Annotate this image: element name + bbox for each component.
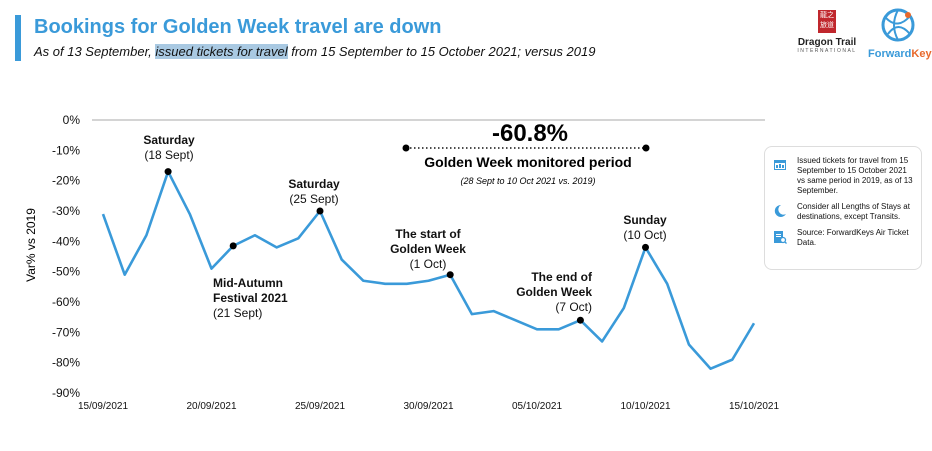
subtitle-text: As of 13 September, xyxy=(34,44,156,59)
forwardkeys-name-a: Forward xyxy=(868,48,912,60)
y-tick-label: -10% xyxy=(52,143,80,157)
bracket-start-dot xyxy=(402,144,410,152)
x-tick-label: 25/09/2021 xyxy=(295,401,345,412)
y-tick-label: 0% xyxy=(63,113,81,127)
annotation-date: (18 Sept) xyxy=(144,148,194,162)
x-tick-label: 15/10/2021 xyxy=(729,401,779,412)
legend-item-tickets: Issued tickets for travel from 15 Septem… xyxy=(773,156,915,196)
calendar-icon xyxy=(773,156,789,196)
y-tick-label: -20% xyxy=(52,174,80,188)
legend-item-source: Source: ForwardKeys Air Ticket Data. xyxy=(773,228,915,248)
data-point xyxy=(446,271,454,279)
annotation-title: Saturday xyxy=(288,177,340,191)
golden-week-period-label: Golden Week monitored period xyxy=(424,154,632,170)
globe-icon xyxy=(881,8,915,42)
annotation-date: (25 Sept) xyxy=(289,192,339,206)
y-tick-label: -80% xyxy=(52,356,80,370)
annotation-title: The start of xyxy=(395,227,461,241)
dragon-trail-logo: 龍之 旅道 Dragon Trail INTERNATIONAL xyxy=(794,10,860,54)
annotation-date: (7 Oct) xyxy=(555,300,592,314)
y-tick-label: -70% xyxy=(52,325,80,339)
annotation-25-sept: Saturday (25 Sept) xyxy=(288,177,339,207)
legend-item-stays: Consider all Lengths of Stays at destina… xyxy=(773,202,915,222)
page-subtitle: As of 13 September, issued tickets for t… xyxy=(34,44,595,59)
x-tick-label: 15/09/2021 xyxy=(78,401,128,412)
dragon-trail-seal: 龍之 旅道 xyxy=(818,10,836,33)
forwardkeys-name: ForwardKeys xyxy=(868,48,932,60)
annotation-title-2: Golden Week xyxy=(390,242,466,256)
data-point xyxy=(576,316,584,324)
annotation-date: (1 Oct) xyxy=(409,257,447,271)
y-tick-label: -50% xyxy=(52,265,80,279)
golden-week-period-sub: (28 Sept to 10 Oct 2021 vs. 2019) xyxy=(460,176,596,186)
golden-week-change: -60.8% xyxy=(491,120,569,147)
y-tick-label: -60% xyxy=(52,295,80,309)
annotation-title-2: Festival 2021 xyxy=(213,291,288,305)
subtitle-highlight: issued tickets for travel xyxy=(155,44,288,59)
annotation-end-golden-week: The end of Golden Week (7 Oct) xyxy=(512,270,592,315)
legend-text: Issued tickets for travel from 15 Septem… xyxy=(797,156,913,195)
annotation-title: The end of xyxy=(531,270,592,284)
dragon-trail-sub: INTERNATIONAL xyxy=(797,48,857,54)
annotation-18-sept: Saturday (18 Sept) xyxy=(143,133,194,163)
bracket-end-dot xyxy=(642,144,650,152)
legend-box: Issued tickets for travel from 15 Septem… xyxy=(764,146,922,270)
title-accent-bar xyxy=(15,15,21,61)
legend-text: Source: ForwardKeys Air Ticket Data. xyxy=(797,228,909,247)
annotation-start-golden-week: The start of Golden Week (1 Oct) xyxy=(390,227,466,272)
x-tick-label: 10/10/2021 xyxy=(620,401,670,412)
data-point xyxy=(642,243,649,251)
annotation-10-oct: Sunday (10 Oct) xyxy=(623,213,666,243)
x-tick-label: 30/09/2021 xyxy=(403,401,453,412)
annotation-title: Saturday xyxy=(143,133,195,147)
y-tick-label: -90% xyxy=(52,386,80,400)
annotation-title: Mid-Autumn xyxy=(213,276,283,290)
dragon-trail-name: Dragon Trail xyxy=(797,37,857,48)
document-search-icon xyxy=(773,228,789,248)
x-tick-label: 20/09/2021 xyxy=(186,401,236,412)
annotation-mid-autumn: Mid-Autumn Festival 2021 (21 Sept) xyxy=(213,276,288,321)
y-tick-label: -30% xyxy=(52,204,80,218)
data-point xyxy=(229,242,237,250)
forwardkeys-logo: ForwardKeys xyxy=(868,8,932,60)
data-point xyxy=(316,207,324,215)
y-tick-label: -40% xyxy=(52,234,80,248)
annotation-date: (10 Oct) xyxy=(623,228,667,242)
x-tick-label: 05/10/2021 xyxy=(512,401,562,412)
forwardkeys-name-b: Keys xyxy=(911,48,932,60)
annotation-title-2: Golden Week xyxy=(516,285,592,299)
legend-text: Consider all Lengths of Stays at destina… xyxy=(797,202,910,221)
page-title: Bookings for Golden Week travel are down xyxy=(34,16,442,38)
data-point xyxy=(164,168,172,176)
moon-icon xyxy=(773,202,789,222)
annotation-date: (21 Sept) xyxy=(213,306,263,320)
subtitle-text-end: from 15 September to 15 October 2021; ve… xyxy=(287,44,596,59)
annotation-title: Sunday xyxy=(623,213,667,227)
